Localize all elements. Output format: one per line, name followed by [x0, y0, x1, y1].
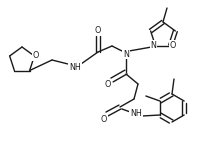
Text: O: O: [169, 41, 176, 50]
Text: NH: NH: [69, 62, 81, 72]
Text: NH: NH: [130, 109, 142, 119]
Text: O: O: [105, 80, 111, 88]
Text: N: N: [150, 41, 156, 50]
Text: N: N: [123, 50, 129, 59]
Text: O: O: [95, 26, 101, 35]
Text: O: O: [32, 52, 38, 60]
Text: O: O: [101, 114, 107, 124]
